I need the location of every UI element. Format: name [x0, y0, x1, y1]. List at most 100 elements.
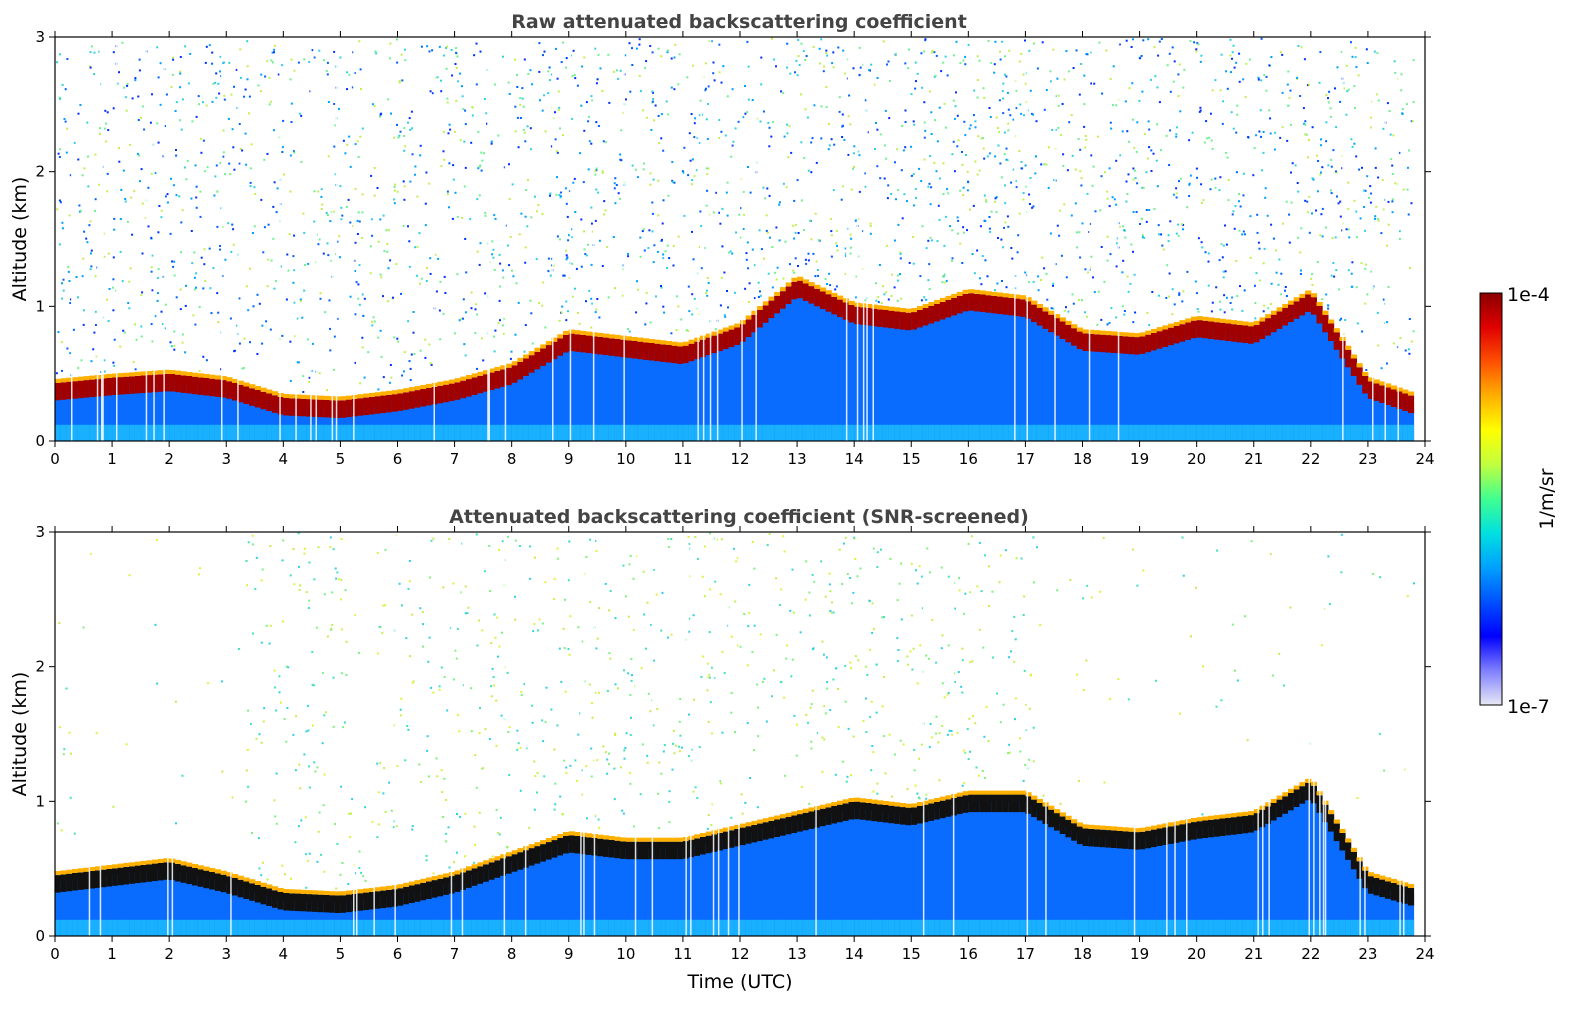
backscatter-cell: [663, 311, 666, 314]
backscatter-cell: [679, 734, 682, 737]
layer-top-edge: [1282, 304, 1289, 308]
backscatter-cell: [876, 792, 879, 795]
backscatter-cell: [207, 682, 210, 685]
backscatter-cell: [709, 701, 712, 704]
backscatter-cell: [1330, 158, 1333, 161]
backscatter-cell: [443, 158, 446, 161]
backscatter-cell: [1225, 243, 1228, 246]
backscatter-cell: [1181, 300, 1184, 303]
backscatter-cell: [452, 678, 455, 681]
backscatter-cell: [918, 797, 921, 800]
layer-top-edge: [95, 866, 102, 871]
backscatter-cell: [205, 45, 208, 48]
backscatter-cell: [959, 189, 962, 192]
backscatter-cell: [751, 99, 754, 101]
layer-top-edge: [89, 375, 96, 380]
backscatter-cell: [326, 214, 329, 216]
layer-top-band: [1054, 318, 1061, 336]
aerosol-layer-column: [237, 886, 244, 936]
backscatter-cell: [1148, 324, 1151, 326]
surface-layer-column: [665, 424, 672, 441]
backscatter-cell: [1141, 234, 1144, 237]
backscatter-cell: [1354, 56, 1357, 59]
layer-top-band: [192, 376, 199, 395]
backscatter-cell: [150, 172, 153, 175]
backscatter-cell: [888, 733, 891, 736]
surface-layer-column: [260, 424, 267, 441]
backscatter-cell: [445, 67, 448, 70]
backscatter-cell: [844, 247, 847, 250]
layer-top-band: [620, 339, 627, 358]
layer-top-band: [186, 376, 193, 394]
backscatter-cell: [1006, 215, 1009, 218]
surface-layer-column: [757, 424, 764, 441]
backscatter-cell: [1136, 584, 1139, 587]
backscatter-cell: [1234, 669, 1236, 672]
backscatter-cell: [456, 215, 459, 218]
aerosol-layer-column: [1059, 328, 1066, 441]
surface-layer-column: [1025, 424, 1032, 441]
backscatter-cell: [559, 127, 561, 130]
backscatter-cell: [913, 769, 916, 772]
layer-top-edge: [134, 861, 142, 866]
backscatter-cell: [609, 657, 612, 660]
backscatter-cell: [422, 645, 424, 648]
backscatter-cell: [978, 541, 981, 544]
backscatter-cell: [407, 320, 410, 323]
backscatter-cell: [395, 263, 398, 266]
layer-top-edge: [574, 330, 581, 335]
backscatter-cell: [811, 137, 814, 140]
backscatter-cell: [890, 193, 893, 195]
backscatter-cell: [357, 211, 360, 214]
surface-layer-column: [192, 919, 199, 936]
backscatter-cell: [354, 270, 357, 272]
backscatter-cell: [591, 716, 594, 719]
backscatter-cell: [1328, 90, 1331, 93]
backscatter-cell: [1075, 49, 1078, 52]
backscatter-cell: [983, 777, 986, 779]
backscatter-cell: [292, 548, 295, 551]
backscatter-cell: [329, 349, 332, 352]
x-tick-label: 4: [279, 450, 289, 468]
aerosol-layer-column: [106, 384, 113, 441]
backscatter-cell: [398, 582, 401, 585]
backscatter-cell: [912, 173, 915, 176]
backscatter-cell: [1127, 698, 1130, 701]
backscatter-cell: [432, 872, 435, 875]
backscatter-cell: [1287, 104, 1290, 107]
backscatter-cell: [479, 164, 482, 167]
layer-top-edge: [66, 869, 73, 874]
aerosol-layer-column: [1105, 341, 1112, 441]
backscatter-cell: [333, 50, 336, 53]
backscatter-cell: [625, 98, 627, 101]
backscatter-cell: [597, 53, 600, 56]
backscatter-cell: [1153, 46, 1156, 49]
backscatter-cell: [448, 123, 451, 126]
backscatter-cell: [273, 129, 275, 132]
backscatter-cell: [327, 155, 330, 158]
backscatter-cell: [460, 317, 463, 320]
backscatter-cell: [361, 346, 364, 349]
backscatter-cell: [714, 580, 717, 583]
backscatter-cell: [553, 808, 556, 811]
backscatter-cell: [641, 109, 644, 112]
backscatter-cell: [807, 721, 809, 724]
backscatter-cell: [556, 557, 559, 560]
backscatter-cell: [976, 585, 979, 588]
layer-top-edge: [643, 338, 650, 343]
backscatter-cell: [1043, 163, 1046, 166]
backscatter-cell: [213, 194, 216, 197]
backscatter-cell: [112, 107, 115, 110]
backscatter-cell: [623, 669, 625, 672]
backscatter-cell: [786, 123, 789, 126]
backscatter-cell: [577, 626, 580, 629]
aerosol-layer-column: [825, 300, 832, 441]
layer-top-band: [568, 333, 575, 352]
backscatter-cell: [298, 589, 301, 591]
backscatter-cell: [246, 40, 249, 43]
layer-top-edge: [232, 874, 239, 878]
backscatter-cell: [608, 752, 610, 755]
backscatter-cell: [260, 90, 262, 93]
backscatter-cell: [736, 557, 739, 559]
backscatter-cell: [1032, 280, 1035, 283]
